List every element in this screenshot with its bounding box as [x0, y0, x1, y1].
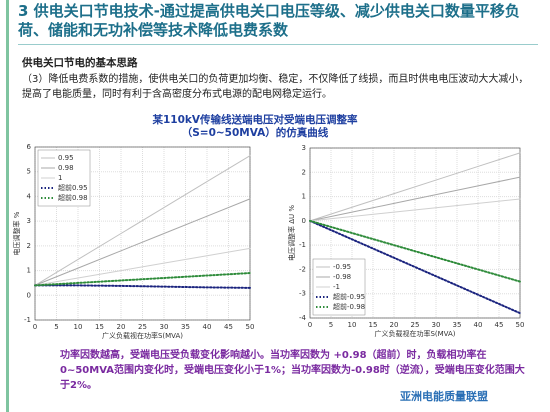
series-line — [34, 198, 251, 286]
x-tick-label: 10 — [74, 323, 83, 331]
series-line — [309, 152, 521, 222]
x-axis-label: 广义负载视在功率S(MVA) — [102, 331, 183, 340]
paragraph: （3）降低电费系数的措施，使供电关口的负荷更加均衡、稳定，不仅降低了线损，而且时… — [22, 74, 529, 100]
x-tick-label: 0 — [308, 321, 312, 329]
x-tick-label: 45 — [224, 323, 233, 331]
plot-frame — [309, 147, 521, 319]
x-tick-label: 15 — [95, 323, 104, 331]
y-axis-label: 电压调整率 % — [12, 211, 21, 255]
x-tick-label: 40 — [203, 323, 212, 331]
chart-caption: 某110kV传输线送端电压对受端电压调整率（S=0~50MVA）的仿真曲线 — [152, 114, 358, 139]
legend-label: -1 — [333, 283, 340, 291]
y-tick-label: 4 — [27, 192, 32, 200]
y-tick-label: 5 — [27, 168, 31, 176]
x-tick-label: 25 — [411, 321, 420, 329]
plot-frame — [34, 146, 251, 321]
x-tick-label: 50 — [246, 323, 255, 331]
y-tick-label: -1 — [299, 241, 306, 249]
x-tick-label: 5 — [329, 321, 333, 329]
series-line — [309, 198, 521, 222]
side-bar — [6, 0, 9, 412]
y-tick-label: 1 — [27, 267, 31, 275]
x-tick-label: 35 — [453, 321, 462, 329]
x-tick-label: 35 — [181, 323, 190, 331]
legend-label: 0.98 — [58, 164, 74, 172]
footer-logo: 亚洲电能质量联盟 — [400, 390, 488, 403]
series-line — [34, 247, 251, 286]
x-tick-label: 45 — [495, 321, 504, 329]
y-tick-label: 1 — [302, 193, 306, 201]
x-tick-label: 0 — [33, 323, 37, 331]
legend-label: 1 — [58, 174, 62, 182]
x-tick-label: 25 — [138, 323, 147, 331]
legend-label: 超前-0.98 — [333, 302, 365, 311]
section-heading: 供电关口节电的基本思路 — [22, 57, 138, 69]
y-tick-label: 0 — [27, 291, 31, 299]
legend-label: -0.98 — [333, 273, 351, 281]
conclusion: 功率因数越高，受端电压受负载变化影响越小。当功率因数为 +0.98（超前）时，负… — [60, 350, 525, 391]
y-tick-label: -2 — [299, 265, 306, 273]
series-line — [309, 176, 521, 222]
y-tick-label: -1 — [24, 316, 31, 324]
x-tick-label: 10 — [348, 321, 357, 329]
y-tick-label: 3 — [27, 217, 31, 225]
y-axis-label: 电压调整率 ΔU % — [287, 205, 296, 261]
divider — [18, 44, 538, 45]
y-tick-label: 6 — [27, 143, 32, 151]
y-tick-label: 2 — [302, 168, 306, 176]
x-tick-label: 30 — [160, 323, 169, 331]
series-line — [309, 219, 521, 283]
x-tick-label: 40 — [474, 321, 483, 329]
x-tick-label: 5 — [54, 323, 58, 331]
x-tick-label: 15 — [369, 321, 378, 329]
y-tick-label: 0 — [302, 217, 306, 225]
x-tick-label: 20 — [117, 323, 126, 331]
legend-label: -0.95 — [333, 263, 351, 271]
y-tick-label: 3 — [302, 144, 306, 152]
series-line — [34, 284, 251, 289]
legend-label: 超前0.98 — [58, 193, 88, 202]
x-axis-label: 广义负载视在功率S(MVA) — [374, 329, 455, 338]
x-tick-label: 30 — [432, 321, 441, 329]
x-tick-label: 20 — [390, 321, 399, 329]
series-line — [309, 219, 521, 315]
series-line — [34, 272, 251, 287]
y-tick-label: 2 — [27, 242, 31, 250]
x-tick-label: 50 — [516, 321, 525, 329]
y-tick-label: -4 — [299, 314, 307, 322]
legend-label: 0.95 — [58, 154, 74, 162]
legend-label: 超前-0.95 — [333, 292, 365, 301]
title: 3 供电关口节电技术-通过提高供电关口电压等级、减少供电关口数量平移负荷、储能和… — [18, 2, 520, 39]
legend-label: 超前0.95 — [58, 183, 88, 192]
y-tick-label: -3 — [299, 290, 306, 298]
series-line — [34, 155, 251, 286]
